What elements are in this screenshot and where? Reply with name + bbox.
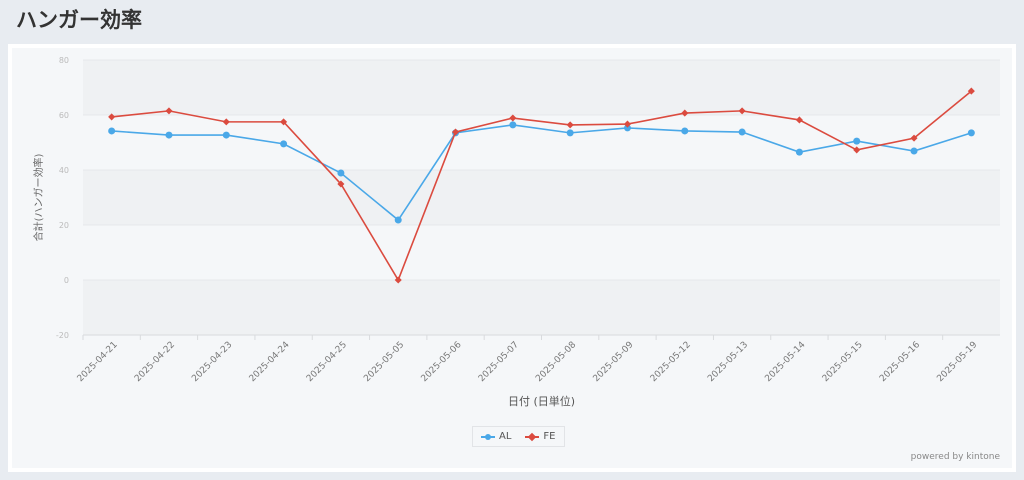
grid-band	[83, 60, 1000, 115]
data-point-al	[623, 124, 631, 132]
data-point-fe	[451, 128, 460, 136]
data-point-al	[222, 131, 230, 139]
x-tick-label: 2025-05-05	[362, 340, 406, 384]
data-point-al	[967, 129, 975, 137]
x-tick-label: 2025-05-16	[878, 340, 922, 384]
data-point-al	[165, 131, 173, 139]
x-tick-label: 2025-05-19	[935, 340, 979, 384]
data-point-fe	[394, 276, 402, 284]
data-point-al	[738, 128, 746, 136]
page-title: ハンガー効率	[16, 8, 142, 32]
legend-label: FE	[543, 431, 556, 442]
x-tick-label: 2025-05-09	[592, 340, 636, 384]
line-chart: 80 60 40 20 0 -20 合計(ハンガー効率) 2025-04-21 2025-04-…	[32, 56, 1000, 408]
chart-card: 80 60 40 20 0 -20 合計(ハンガー効率) 2025-04-21 2025-04-…	[8, 44, 1016, 472]
data-point-fe	[222, 118, 230, 126]
data-point-al	[394, 216, 402, 224]
x-tick-label: 2025-05-06	[420, 340, 464, 384]
data-point-fe	[738, 107, 746, 115]
data-point-fe	[566, 121, 574, 129]
data-point-fe	[165, 107, 173, 115]
data-point-fe	[280, 118, 288, 126]
data-point-fe	[623, 120, 632, 128]
x-tick-label: 2025-05-14	[763, 340, 807, 384]
data-point-al	[795, 148, 803, 156]
data-point-al	[853, 137, 861, 145]
data-point-fe	[108, 113, 116, 121]
powered-by: powered by kintone	[910, 452, 1000, 462]
data-point-fe	[337, 180, 345, 188]
x-axis-title: 日付 (日単位)	[508, 394, 575, 408]
legend-label: AL	[499, 431, 512, 442]
data-point-al	[337, 169, 345, 177]
y-tick-label: 60	[59, 111, 69, 120]
data-point-fe	[967, 87, 975, 95]
data-point-fe	[795, 116, 803, 124]
series-line-fe	[111, 90, 972, 282]
x-tick-label: 2025-05-08	[534, 340, 578, 384]
x-tick-label: 2025-04-21	[76, 340, 120, 384]
grid-band	[83, 170, 1000, 225]
legend-item-al[interactable]: AL	[481, 431, 511, 442]
series-line-al	[111, 124, 972, 222]
x-tick-label: 2025-04-22	[133, 340, 177, 384]
legend-marker-fe	[525, 432, 540, 441]
data-point-fe	[509, 114, 517, 122]
legend-marker-al	[481, 433, 495, 440]
y-tick-label: 0	[64, 276, 69, 285]
data-point-al	[509, 121, 517, 129]
data-point-al	[566, 129, 574, 137]
y-tick-label: 80	[59, 56, 69, 65]
y-tick-label: 20	[59, 221, 69, 230]
data-point-fe	[681, 109, 689, 117]
legend-item-fe[interactable]: FE	[525, 431, 556, 442]
data-point-al	[280, 140, 288, 148]
grid-band	[83, 280, 1000, 335]
x-tick-label: 2025-05-15	[821, 340, 865, 384]
data-point-al	[108, 127, 116, 135]
x-tick-label: 2025-05-13	[706, 340, 750, 384]
data-point-al	[681, 127, 689, 135]
x-tick-label: 2025-05-07	[477, 340, 521, 384]
x-tick-label: 2025-04-25	[305, 340, 349, 384]
data-point-fe	[853, 146, 861, 154]
grid-band	[83, 225, 1000, 280]
y-axis-title: 合計(ハンガー効率)	[32, 154, 45, 242]
y-tick-label: -20	[56, 331, 69, 340]
legend: AL FE	[472, 426, 565, 447]
x-tick-label: 2025-05-12	[649, 340, 693, 384]
data-point-fe	[910, 134, 918, 142]
x-tick-label: 2025-04-24	[248, 340, 292, 384]
data-point-al	[910, 147, 918, 155]
y-tick-label: 40	[59, 166, 69, 175]
x-tick-label: 2025-04-23	[190, 340, 234, 384]
